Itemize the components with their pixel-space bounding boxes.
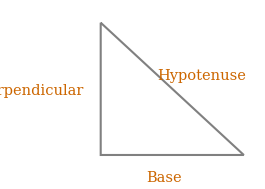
Text: Perpendicular: Perpendicular <box>0 84 84 98</box>
Text: Hypotenuse: Hypotenuse <box>157 69 246 83</box>
Text: Base: Base <box>147 171 182 185</box>
